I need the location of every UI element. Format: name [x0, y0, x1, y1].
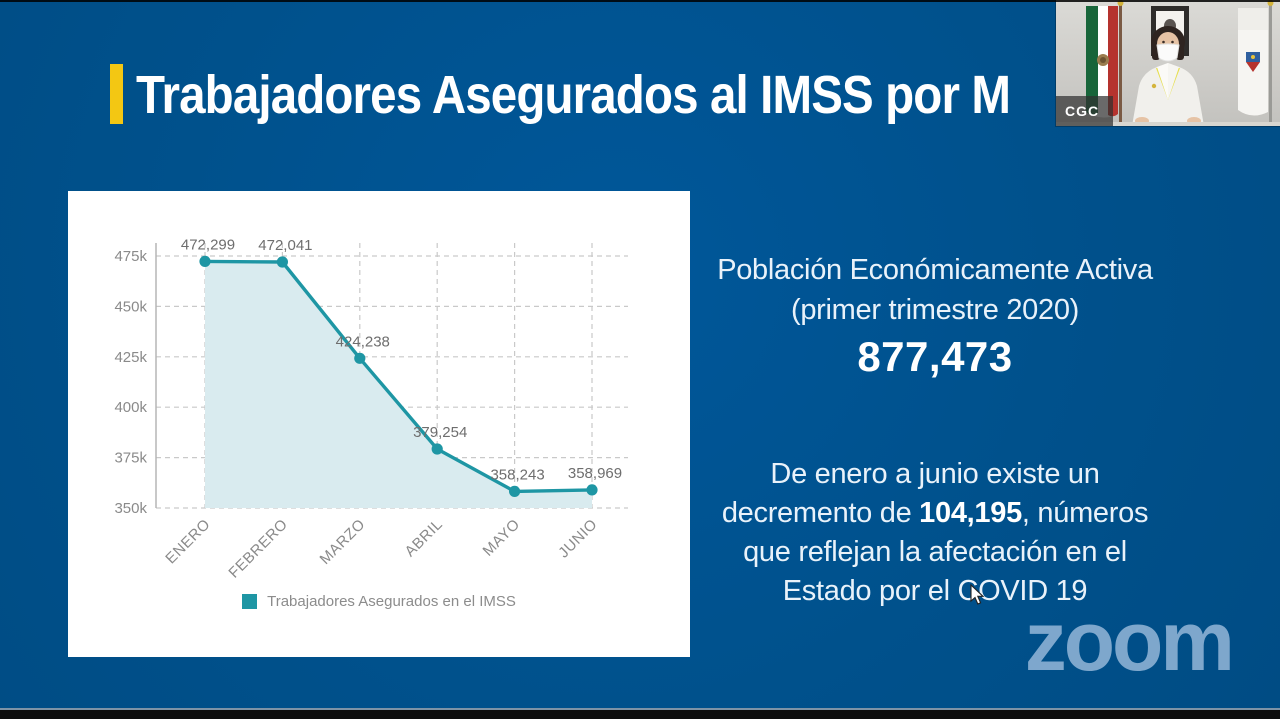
lapel-pin [1151, 83, 1157, 89]
decline-text-block: De enero a junio existe un decremento de … [655, 455, 1215, 611]
y-axis-tick-label: 450k [114, 298, 147, 315]
pea-title-line1: Población Económicamente Activa [717, 254, 1153, 286]
pea-value: 877,473 [857, 333, 1013, 380]
y-axis-tick-label: 425k [114, 349, 147, 366]
x-axis-tick-label: MAYO [480, 516, 524, 560]
decline-text-segment: , números [1021, 497, 1149, 529]
slide-title-row: Trabajadores Asegurados al IMSS por M [110, 64, 1129, 126]
legend-label: Trabajadores Asegurados en el IMSS [267, 593, 516, 610]
webcam-video-tile[interactable]: CGC [1056, 0, 1280, 126]
desk-edge [1056, 122, 1280, 126]
face-mask [1156, 43, 1180, 62]
zoom-watermark: zoom [1024, 594, 1235, 688]
state-flag-graphic [1238, 0, 1274, 122]
y-axis-tick-label: 375k [114, 450, 147, 467]
decline-text-line: decremento de 104,195, números [655, 494, 1215, 533]
slide-title: Trabajadores Asegurados al IMSS por M [136, 65, 1011, 125]
pea-block: Población Económicamente Activa (primer … [655, 250, 1215, 382]
x-axis-tick-label: FEBRERO [225, 516, 291, 582]
data-point [431, 443, 443, 455]
y-axis-tick-label: 350k [114, 500, 147, 517]
data-point [509, 485, 521, 497]
decline-text-line: Estado por el COVID 19 [655, 572, 1215, 611]
x-axis-tick-label: JUNIO [555, 516, 601, 562]
decline-text-segment: De enero a junio existe un [770, 458, 1100, 490]
right-text-panel: Población Económicamente Activa (primer … [655, 0, 1215, 719]
imss-workers-area-chart: 350k 375k 400k 425k 450k 475k 472,299 472,041 42… [114, 236, 628, 582]
x-axis-tick-label: MARZO [317, 516, 369, 568]
chart-card: 350k 375k 400k 425k 450k 475k 472,299 472,041 42… [68, 191, 690, 657]
decline-text-line: que reflejan la afectación en el [655, 533, 1215, 572]
chart-legend: Trabajadores Asegurados en el IMSS [68, 593, 690, 610]
data-point-value-label: 472,299 [181, 236, 235, 253]
decline-text-segment: Estado por el COVID 19 [782, 575, 1088, 607]
x-axis-tick-label: ABRIL [402, 516, 446, 560]
decline-value: 104,195 [919, 497, 1022, 529]
top-letterbox-strip [0, 0, 1280, 2]
decline-text-segment: que reflejan la afectación en el [743, 536, 1127, 568]
data-point-value-label: 358,243 [490, 466, 544, 483]
data-point-value-label: 472,041 [258, 237, 312, 254]
data-point [354, 352, 366, 364]
bottom-letterbox-strip [0, 708, 1280, 719]
data-point [276, 256, 288, 268]
y-axis-tick-label: 400k [114, 399, 147, 416]
mouse-cursor-icon [970, 584, 985, 605]
y-axis-tick-label: 475k [114, 248, 147, 265]
x-axis-tick-label: ENERO [162, 516, 214, 568]
data-point-value-label: 424,238 [336, 333, 390, 350]
data-point-value-label: 379,254 [413, 424, 467, 441]
legend-swatch-icon [242, 594, 258, 609]
data-point-value-label: 358,969 [568, 465, 622, 482]
series-line [203, 259, 594, 494]
mexico-flag-graphic [1086, 0, 1124, 122]
decline-text-segment: decremento de [721, 497, 920, 529]
pea-title-line2: (primer trimestre 2020) [791, 294, 1079, 326]
presenter-figure [1132, 26, 1204, 126]
data-point [199, 255, 211, 267]
data-point [586, 484, 598, 496]
decline-text-line: De enero a junio existe un [655, 455, 1215, 494]
series-area [205, 261, 592, 508]
participant-name-tag: CGC [1056, 96, 1114, 126]
title-accent-bar [110, 64, 123, 124]
